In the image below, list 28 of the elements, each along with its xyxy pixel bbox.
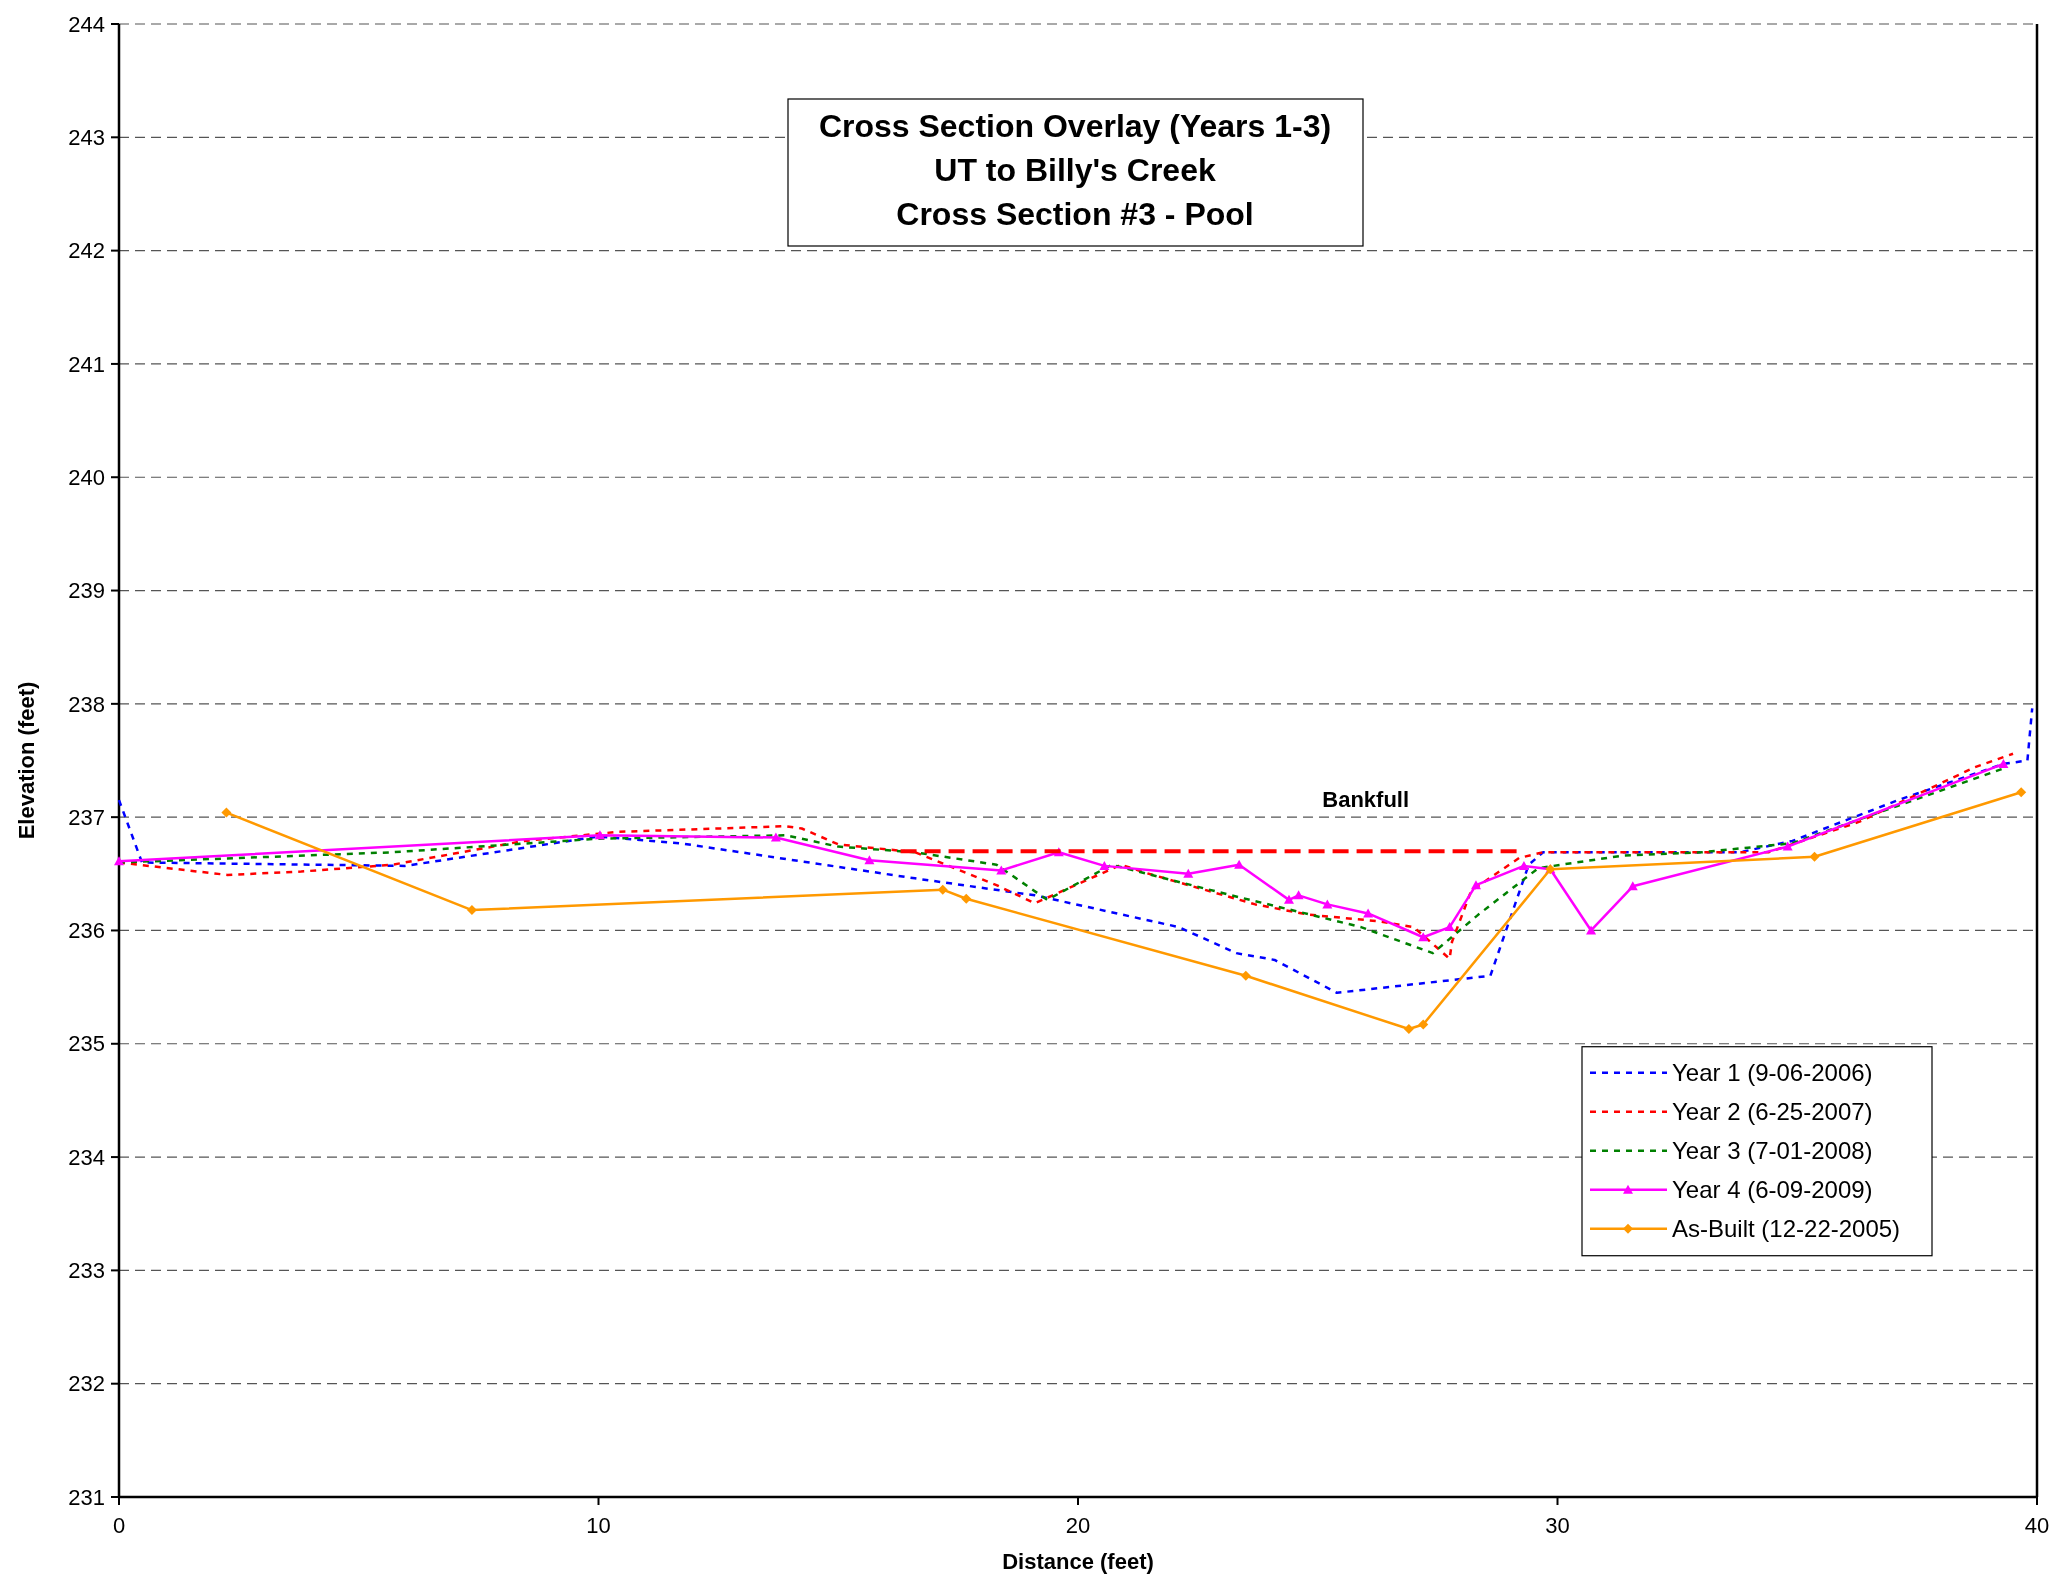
y-tick-label: 232	[68, 1371, 105, 1397]
annotation: Bankfull	[1322, 787, 1410, 813]
y-tick-label: 243	[68, 125, 105, 151]
y-tick-label: 242	[68, 238, 105, 264]
y-tick-label: 237	[68, 804, 105, 830]
legend-label: As-Built (12-22-2005)	[1672, 1215, 1901, 1243]
legend-label: Year 3 (7-01-2008)	[1672, 1137, 1873, 1165]
y-tick-label: 244	[68, 11, 105, 37]
x-tick-label: 40	[2024, 1513, 2050, 1538]
x-axis-title: Distance (feet)	[1002, 1549, 1154, 1574]
legend-label: Year 1 (9-06-2006)	[1672, 1059, 1873, 1087]
x-tick-label: 20	[1065, 1513, 1091, 1538]
y-tick-label: 235	[68, 1031, 105, 1057]
x-tick-label: 0	[112, 1513, 126, 1538]
y-tick-label: 231	[68, 1484, 105, 1510]
x-tick-label: 10	[586, 1513, 611, 1538]
text: Cross Section Overlay (Years 1-3) UT to Billy's Creek Cross Section #3 - Pool	[818, 108, 1332, 232]
y-tick-label: 240	[68, 464, 105, 490]
y-axis-title: Elevation (feet)	[14, 681, 39, 840]
y-tick-label: 234	[68, 1144, 105, 1170]
y-tick-label: 233	[68, 1258, 105, 1284]
y-tick-label: 236	[68, 918, 105, 944]
x-tick-label: 30	[1545, 1513, 1570, 1538]
y-tick-label: 241	[68, 351, 105, 377]
y-tick-label: 238	[68, 691, 105, 717]
y-tick-label: 239	[68, 578, 105, 604]
legend-label: Year 2 (6-25-2007)	[1672, 1098, 1873, 1126]
legend-label: Year 4 (6-09-2009)	[1672, 1176, 1873, 1204]
